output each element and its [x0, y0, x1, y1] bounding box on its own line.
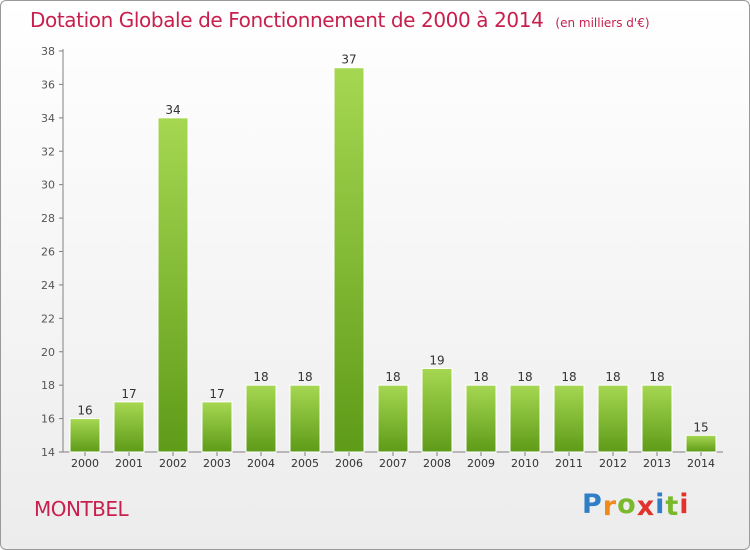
- x-tick-label: 2011: [555, 457, 583, 470]
- bar: [289, 384, 321, 453]
- x-tick-label: 2005: [291, 457, 319, 470]
- proxiti-logo: Proxiti: [582, 489, 690, 522]
- data-label: 37: [341, 53, 356, 67]
- x-tick-label: 2006: [335, 457, 363, 470]
- x-tick-label: 2002: [159, 457, 187, 470]
- data-label: 17: [121, 387, 136, 401]
- data-label: 34: [165, 103, 180, 117]
- data-label: 18: [561, 370, 576, 384]
- y-tick-label: 38: [41, 45, 55, 58]
- bar: [245, 384, 277, 453]
- x-tick-label: 2004: [247, 457, 275, 470]
- bar: [641, 384, 673, 453]
- logo-letter: x: [636, 491, 656, 522]
- data-label: 16: [77, 404, 92, 418]
- y-tick-label: 32: [41, 145, 55, 158]
- bar: [685, 434, 717, 453]
- bar: [421, 367, 453, 453]
- data-label: 18: [649, 370, 664, 384]
- x-tick-label: 2003: [203, 457, 231, 470]
- data-label: 18: [253, 370, 268, 384]
- y-tick-label: 20: [41, 346, 55, 359]
- x-tick-label: 2014: [687, 457, 715, 470]
- data-label: 18: [473, 370, 488, 384]
- y-tick-label: 36: [41, 78, 55, 91]
- bar: [201, 401, 233, 453]
- bar: [333, 67, 365, 453]
- data-label: 18: [385, 370, 400, 384]
- x-tick-label: 2001: [115, 457, 143, 470]
- commune-name: MONTBEL: [34, 497, 129, 521]
- y-tick-label: 26: [41, 246, 55, 259]
- chart-title-text: Dotation Globale de Fonctionnement de 20…: [30, 8, 544, 32]
- logo-letter: i: [679, 489, 690, 520]
- data-label: 18: [605, 370, 620, 384]
- bar: [597, 384, 629, 453]
- data-label: 17: [209, 387, 224, 401]
- bar: [157, 117, 189, 453]
- x-tick-label: 2012: [599, 457, 627, 470]
- x-tick-label: 2007: [379, 457, 407, 470]
- chart-title: Dotation Globale de Fonctionnement de 20…: [30, 8, 650, 32]
- logo-letter: t: [665, 491, 680, 522]
- bar: [553, 384, 585, 453]
- x-tick-label: 2010: [511, 457, 539, 470]
- y-tick-label: 30: [41, 179, 55, 192]
- bar: [69, 418, 101, 453]
- data-label: 15: [693, 420, 708, 434]
- x-tick-label: 2013: [643, 457, 671, 470]
- y-tick-label: 18: [41, 379, 55, 392]
- data-label: 18: [297, 370, 312, 384]
- y-tick-label: 28: [41, 212, 55, 225]
- y-tick-label: 22: [41, 312, 55, 325]
- bar: [509, 384, 541, 453]
- y-tick-label: 16: [41, 413, 55, 426]
- x-tick-label: 2000: [71, 457, 99, 470]
- logo-letter: r: [602, 491, 618, 522]
- bar: [113, 401, 145, 453]
- logo-letter: P: [582, 489, 603, 520]
- x-tick-label: 2009: [467, 457, 495, 470]
- y-tick-label: 24: [41, 279, 55, 292]
- y-tick-label: 14: [41, 446, 55, 459]
- logo-letter: i: [655, 489, 666, 520]
- logo-letter: o: [617, 489, 637, 520]
- bar: [465, 384, 497, 453]
- chart-unit: (en milliers d'€): [555, 16, 650, 30]
- y-tick-label: 34: [41, 112, 55, 125]
- bar: [377, 384, 409, 453]
- data-label: 19: [429, 353, 444, 367]
- x-tick-label: 2008: [423, 457, 451, 470]
- data-label: 18: [517, 370, 532, 384]
